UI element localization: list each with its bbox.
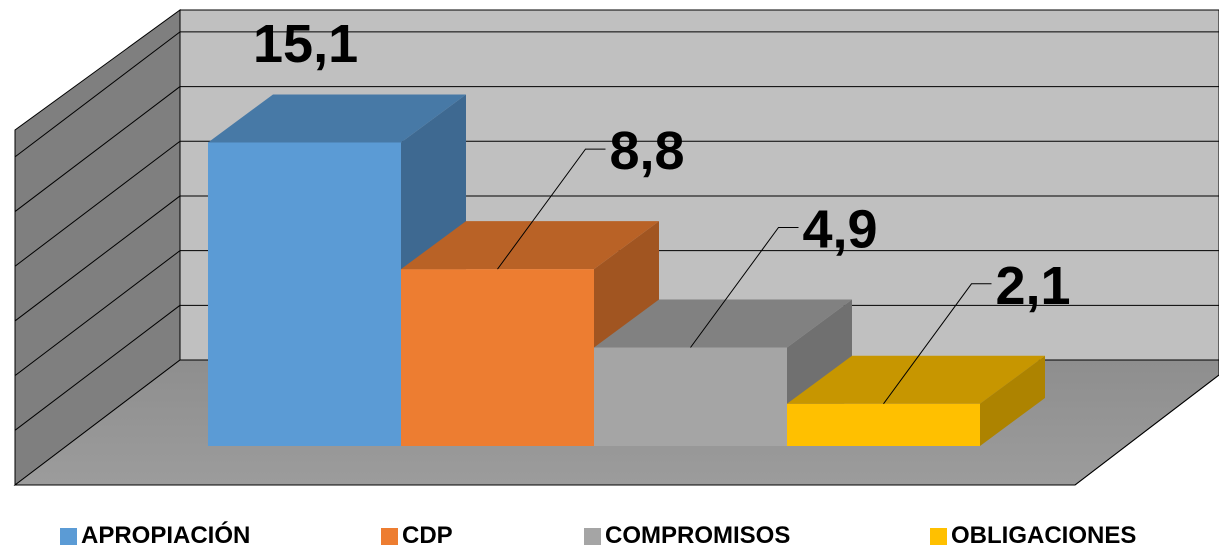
gridline-side (14, 195, 181, 322)
floor-right-edge (1074, 374, 1219, 486)
legend-item-cdp: CDP (381, 522, 453, 550)
bar-obligaciones (787, 355, 1045, 446)
leader-line-cdp (497, 148, 606, 270)
data-label-compromisos: 4,9 (803, 200, 878, 260)
bar-top-obligaciones (787, 355, 1045, 404)
data-label-apropiacion: 15,1 (253, 14, 358, 74)
legend-swatch-cdp (381, 527, 398, 545)
gridline-side (14, 140, 181, 267)
data-label-obligaciones: 2,1 (996, 256, 1071, 316)
bar-front-apropiacion (208, 142, 401, 447)
bar-side-obligaciones (980, 355, 1045, 446)
gridline-side (14, 250, 181, 377)
legend-item-apropiacion: APROPIACIÓN (60, 522, 250, 550)
leader-line-obligaciones (883, 283, 992, 405)
legend-item-compromisos: COMPROMISOS (584, 522, 790, 550)
legend-swatch-obligaciones (930, 527, 947, 545)
gridline-side (14, 86, 181, 212)
bar-front-cdp (401, 269, 594, 446)
legend-swatch-apropiacion (60, 527, 77, 545)
data-labels: 15,1 8,8 4,9 2,1 (253, 14, 1071, 316)
legend-label-compromisos: COMPROMISOS (605, 522, 791, 549)
legend: APROPIACIÓN CDP COMPROMISOS OBLIGACIONES (0, 522, 1219, 556)
legend-label-cdp: CDP (402, 522, 453, 549)
legend-item-obligaciones: OBLIGACIONES (930, 522, 1136, 550)
gridline-side (14, 31, 181, 158)
data-label-cdp: 8,8 (610, 121, 685, 181)
bar-top-apropiacion (208, 94, 466, 143)
legend-swatch-compromisos (584, 527, 601, 545)
leader-lines (497, 148, 992, 405)
bar-front-obligaciones (787, 403, 980, 446)
legend-label-apropiacion: APROPIACIÓN (81, 522, 251, 549)
bar-chart: 15,1 8,8 4,9 2,1 (13, 9, 1219, 487)
gridline-side (14, 304, 181, 431)
bar-top-compromisos (594, 299, 852, 348)
leader-line-compromisos (690, 227, 799, 348)
bar-top-cdp (401, 221, 659, 270)
bars (208, 94, 1045, 447)
bar-compromisos (594, 299, 852, 446)
legend-label-obligaciones: OBLIGACIONES (951, 522, 1137, 549)
bar-front-compromisos (594, 347, 787, 446)
